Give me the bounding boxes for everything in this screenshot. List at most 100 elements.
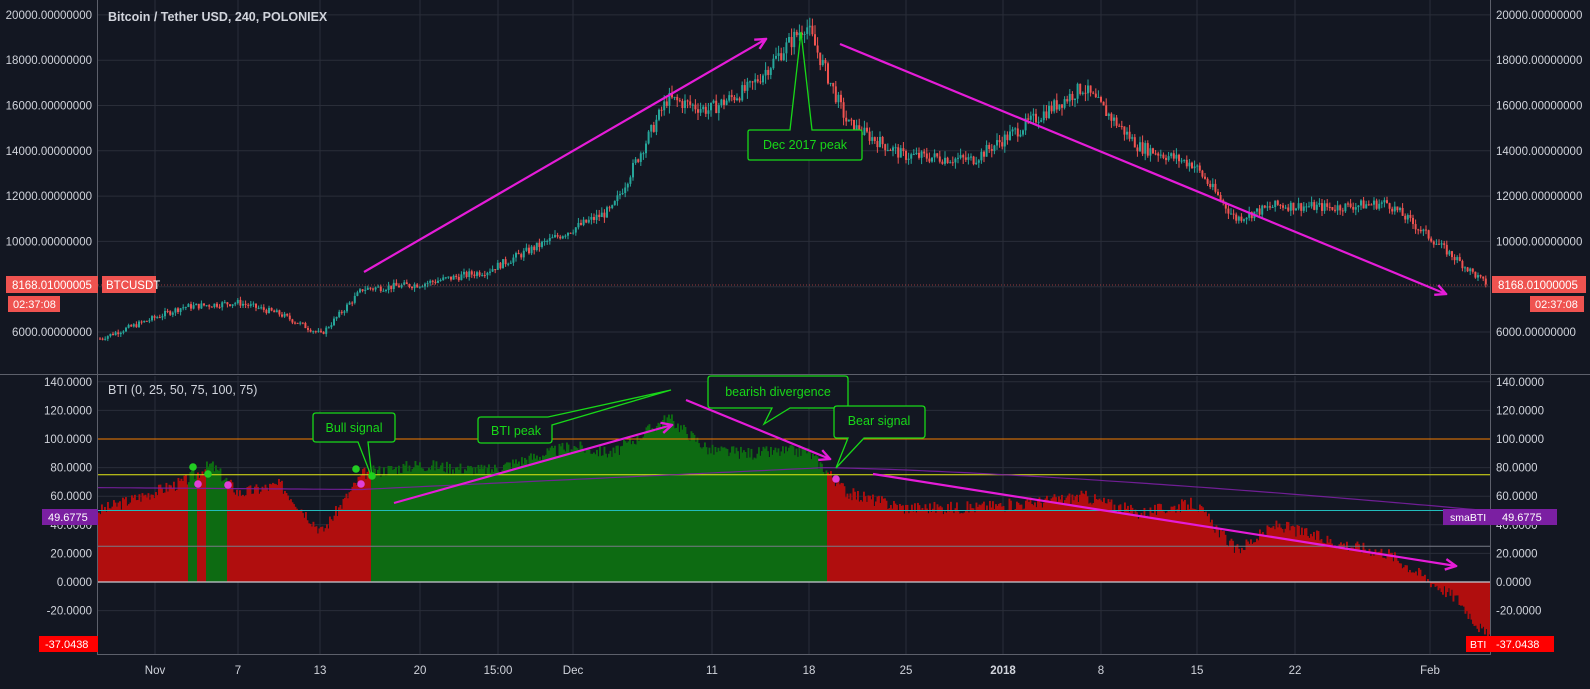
bti-bar bbox=[1110, 499, 1113, 582]
bti-bar bbox=[564, 451, 567, 582]
bti-bar bbox=[98, 512, 100, 582]
bti-bar bbox=[852, 488, 855, 582]
bti-bar bbox=[1203, 512, 1206, 582]
candle-body bbox=[182, 307, 185, 309]
candle-body bbox=[845, 117, 848, 122]
bti-bar bbox=[213, 471, 216, 582]
bti-bar bbox=[1041, 507, 1044, 582]
candle-body bbox=[1243, 219, 1245, 221]
candle-body bbox=[301, 322, 304, 324]
bti-bar bbox=[1044, 498, 1047, 582]
candle-body bbox=[1136, 147, 1139, 152]
bti-bar bbox=[545, 454, 547, 582]
bti-bar bbox=[1311, 536, 1314, 582]
bti-bar bbox=[1325, 543, 1327, 582]
bti-bar bbox=[1247, 541, 1249, 582]
bti-tick-right: 60.0000 bbox=[1496, 491, 1538, 503]
bti-bar bbox=[1230, 538, 1233, 582]
bti-tick-left: -20.0000 bbox=[47, 606, 92, 618]
bti-bar bbox=[573, 445, 576, 582]
bti-bar bbox=[1160, 504, 1162, 582]
bti-bar bbox=[260, 491, 262, 582]
candle-body bbox=[1232, 213, 1235, 215]
bti-bar bbox=[503, 464, 505, 582]
bti-bar bbox=[1010, 500, 1012, 582]
bti-bar bbox=[981, 503, 984, 582]
bti-bar bbox=[1410, 572, 1413, 582]
bti-bar bbox=[1467, 582, 1470, 619]
bti-bar bbox=[243, 496, 246, 582]
candle-body bbox=[1131, 137, 1134, 139]
bti-bar bbox=[1407, 572, 1410, 582]
bti-bar bbox=[522, 463, 525, 582]
candle-body bbox=[122, 331, 125, 333]
candle-body bbox=[1380, 202, 1383, 204]
bti-bar bbox=[207, 466, 210, 582]
bti-bar bbox=[861, 501, 864, 582]
bti-bar bbox=[1418, 567, 1420, 582]
bti-bar bbox=[1067, 495, 1069, 582]
sma-badge-right[interactable] bbox=[1443, 509, 1557, 525]
candle-body bbox=[1037, 121, 1040, 123]
bti-bar bbox=[797, 456, 799, 582]
candle-body bbox=[767, 69, 770, 75]
candle-body bbox=[1456, 257, 1459, 261]
candle-body bbox=[333, 318, 335, 326]
candle-body bbox=[637, 159, 640, 162]
candle-body bbox=[522, 250, 525, 258]
candle-body bbox=[504, 259, 507, 265]
candle-body bbox=[962, 155, 965, 158]
price-tick-left: 18000.00000000 bbox=[6, 55, 92, 67]
bti-bar bbox=[674, 428, 676, 582]
bti-bar bbox=[477, 464, 480, 582]
candle-body bbox=[1391, 208, 1394, 212]
bti-bar bbox=[233, 492, 235, 582]
bti-bar bbox=[644, 433, 646, 582]
bti-bar bbox=[263, 488, 265, 582]
bti-bar bbox=[317, 533, 319, 582]
bti-axis-right[interactable]: -20.00000.000020.000040.000060.000080.00… bbox=[1496, 377, 1544, 618]
candle-body bbox=[1401, 207, 1404, 216]
candle-body bbox=[1211, 183, 1214, 188]
candle-body bbox=[710, 102, 712, 111]
candle-body bbox=[619, 194, 621, 196]
candle-body bbox=[1058, 104, 1061, 110]
sma-bti-line bbox=[98, 467, 1490, 512]
candle-body bbox=[135, 324, 138, 328]
candle-body bbox=[455, 275, 458, 277]
bti-bar bbox=[1359, 550, 1362, 582]
candle-body bbox=[343, 311, 346, 313]
uptrend-arrow bbox=[363, 39, 766, 273]
candle-body bbox=[889, 149, 892, 151]
bti-bar bbox=[1317, 531, 1320, 582]
candle-body bbox=[1302, 206, 1305, 211]
candle-body bbox=[148, 320, 151, 322]
time-axis[interactable]: Nov 7 13 20 15:00 Dec 11 18 25 2018 8 15 22 Feb bbox=[145, 665, 1440, 677]
last-price-badge-right[interactable] bbox=[1492, 276, 1586, 293]
candle-body bbox=[395, 282, 398, 286]
bti-bar bbox=[117, 502, 120, 582]
bti-badge-right[interactable] bbox=[1466, 636, 1554, 652]
bti-bar bbox=[1098, 498, 1101, 582]
bti-bar bbox=[137, 499, 139, 582]
bti-bar bbox=[1088, 503, 1090, 582]
bti-bar bbox=[650, 430, 652, 582]
bti-bar bbox=[186, 484, 189, 582]
bti-bar bbox=[914, 503, 916, 582]
bti-bar bbox=[437, 469, 439, 582]
candle-body bbox=[1315, 204, 1318, 210]
bti-bar bbox=[1284, 528, 1287, 582]
bti-bar bbox=[1455, 582, 1458, 596]
bti-bar bbox=[659, 423, 661, 582]
bti-bar bbox=[741, 452, 744, 582]
bti-bar bbox=[647, 425, 649, 582]
candle-body bbox=[1032, 113, 1035, 116]
bti-bar bbox=[828, 473, 831, 582]
candle-body bbox=[970, 156, 972, 158]
bti-bar bbox=[285, 493, 288, 582]
bti-bar bbox=[1062, 502, 1065, 582]
time-tick: 22 bbox=[1289, 665, 1302, 677]
bti-bar bbox=[749, 457, 751, 582]
bti-bar bbox=[789, 445, 792, 582]
